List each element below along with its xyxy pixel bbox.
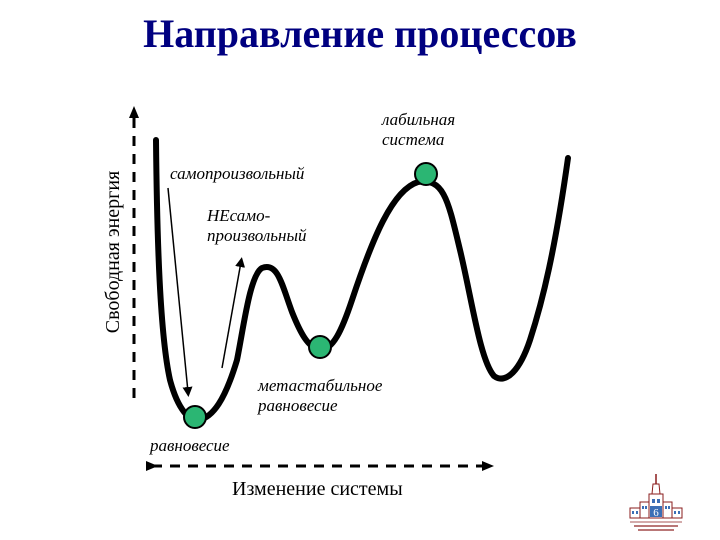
- equilibrium-ball: [183, 405, 207, 429]
- labile-system-label: лабильная система: [382, 110, 456, 149]
- spontaneous-arrow: [167, 187, 193, 397]
- university-logo-icon: 6: [629, 474, 683, 531]
- nonspontaneous-label: НЕсамо- произвольный: [207, 206, 307, 245]
- nonspontaneous-arrow: [221, 257, 246, 369]
- metastable-ball: [308, 335, 332, 359]
- metastable-equilibrium-label: метастабильное равновесие: [258, 376, 383, 415]
- spontaneous-label: самопроизвольный: [170, 164, 305, 183]
- x-axis-label: Изменение системы: [232, 478, 403, 500]
- labile-ball: [414, 162, 438, 186]
- equilibrium-label: равновесие: [150, 436, 230, 455]
- page-number: 6: [653, 507, 659, 519]
- slide-title: Направление процессов: [143, 11, 577, 56]
